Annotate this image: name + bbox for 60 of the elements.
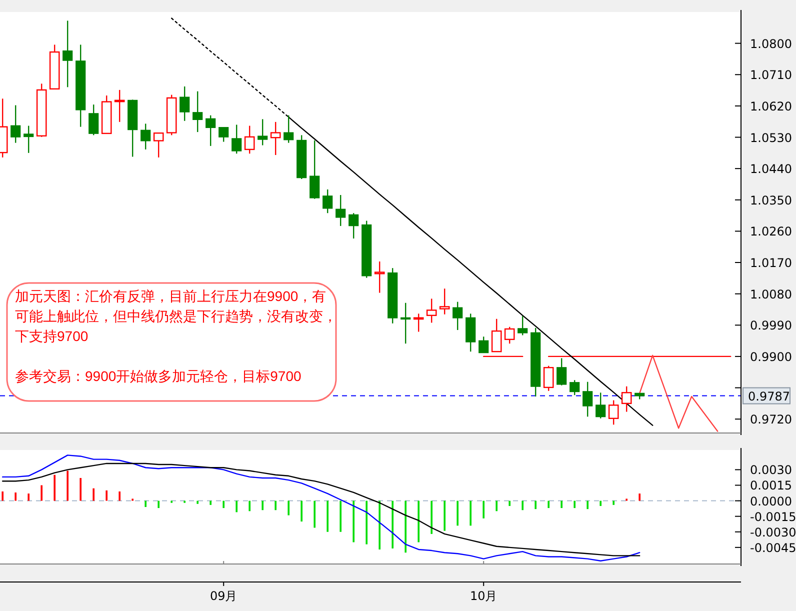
candlestick [140, 123, 151, 150]
candlestick [10, 104, 21, 144]
y-tick-label: -0.0015 [750, 510, 796, 524]
candlestick [582, 381, 593, 418]
candlestick [413, 313, 424, 332]
y-tick-label: 0.0000 [750, 494, 792, 508]
y-tick-label: -0.0045 [750, 540, 796, 555]
ref-line-label: 0.9787 [748, 389, 790, 404]
y-tick-label: 0.9990 [750, 318, 792, 333]
candlestick [400, 302, 411, 344]
y-tick-label: 1.0350 [750, 193, 792, 208]
candlestick [452, 301, 463, 331]
x-tick-label: 10月 [470, 589, 498, 603]
candlestick [244, 125, 255, 154]
candlestick [426, 298, 437, 324]
candlestick [153, 132, 164, 158]
candlestick [206, 114, 216, 147]
candlestick [478, 336, 489, 354]
y-tick-label: 0.0030 [750, 463, 792, 478]
candlestick [284, 114, 294, 144]
candlestick [232, 124, 242, 154]
candlestick [518, 315, 528, 336]
y-tick-label: 1.0620 [750, 99, 792, 114]
candlestick [310, 140, 320, 200]
candlestick [322, 188, 333, 214]
y-tick-label: 0.9720 [750, 412, 792, 427]
candlestick [88, 104, 99, 136]
annotation: 加元天图：汇价有反弹，目前上行压力在9900，有可能上触此位，但中线仍然是下行趋势，没有改变，下支持9700 [15, 288, 337, 344]
candlestick [621, 386, 632, 412]
y-tick-label: 1.0800 [750, 36, 792, 51]
y-tick-label: 1.0170 [750, 256, 792, 270]
candlestick [62, 20, 73, 88]
y-tick-label: 0.9900 [750, 350, 792, 364]
candlestick [24, 125, 34, 154]
candlestick [270, 121, 281, 156]
candlestick [336, 194, 346, 227]
candlestick [374, 260, 385, 294]
annotation: 参考交易：9900开始做多加元轻仓，目标9700 [15, 368, 302, 384]
y-tick-label: 0.0015 [750, 478, 792, 493]
y-tick-label: -0.0030 [750, 525, 796, 540]
y-tick-label: 1.0530 [750, 130, 792, 145]
y-tick-label: 1.0260 [750, 224, 792, 239]
candlestick [218, 126, 229, 142]
candlestick [491, 318, 502, 352]
candlestick [543, 365, 554, 392]
candlestick [348, 212, 359, 240]
y-tick-label: 1.0440 [750, 162, 792, 176]
candlestick [114, 89, 125, 123]
candlestick [258, 118, 268, 146]
x-tick-label: 09月 [210, 589, 238, 603]
candlestick [192, 90, 203, 133]
y-tick-label: 1.0080 [750, 287, 792, 302]
candlestick [608, 400, 619, 426]
candlestick [439, 288, 450, 315]
y-tick-label: 1.0710 [750, 68, 792, 82]
candlestick [570, 380, 580, 396]
candlestick [504, 326, 515, 344]
candlestick [556, 358, 567, 386]
candlestick [180, 86, 190, 122]
candlestick [596, 392, 606, 419]
